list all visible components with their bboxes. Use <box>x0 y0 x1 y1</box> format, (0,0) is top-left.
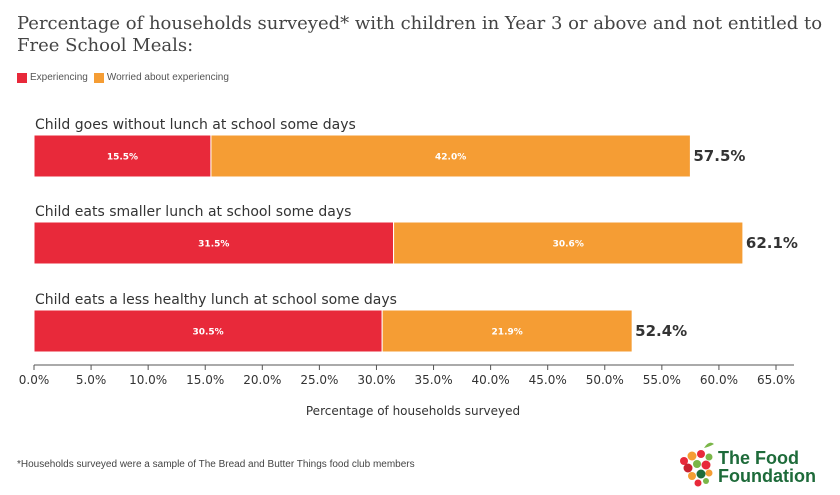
bar-worried <box>210 134 691 178</box>
x-tick-label: 5.0% <box>76 373 107 387</box>
x-tick-label: 20.0% <box>243 373 281 387</box>
x-tick-label: 15.0% <box>186 373 224 387</box>
x-tick-label: 0.0% <box>19 373 50 387</box>
x-tick-label: 25.0% <box>300 373 338 387</box>
bar-total-label: 57.5% <box>693 147 745 165</box>
bar-experiencing <box>33 309 383 353</box>
bar-worried <box>381 309 633 353</box>
food-foundation-logo-icon <box>680 442 714 487</box>
legend: Experiencing Worried about experiencing <box>17 72 235 83</box>
legend-item-worried: Worried about experiencing <box>93 72 229 83</box>
category-label: Child goes without lunch at school some … <box>35 117 356 133</box>
bar-value-label: 42.0% <box>435 153 466 163</box>
x-tick-label: 30.0% <box>357 373 395 387</box>
legend-label-worried: Worried about experiencing <box>106 72 229 83</box>
legend-swatch-experiencing <box>17 72 27 83</box>
chart-title: Percentage of households surveyed* with … <box>17 13 823 56</box>
x-tick-label: 55.0% <box>643 373 681 387</box>
logo-line-1: The Food <box>718 448 799 468</box>
bar-experiencing <box>33 221 395 265</box>
bar-total-label: 52.4% <box>635 322 687 340</box>
category-label: Child eats a less healthy lunch at schoo… <box>35 292 397 308</box>
bar-value-label: 21.9% <box>492 328 523 338</box>
bar-value-label: 31.5% <box>198 240 229 250</box>
bar-value-label: 30.6% <box>553 240 584 250</box>
x-tick-label: 50.0% <box>586 373 624 387</box>
x-tick-label: 45.0% <box>529 373 567 387</box>
x-tick-label: 10.0% <box>129 373 167 387</box>
logo-line-2: Foundation <box>718 466 816 486</box>
logo-text: The Food Foundation <box>718 449 816 485</box>
x-tick-label: 60.0% <box>700 373 738 387</box>
category-label: Child eats smaller lunch at school some … <box>35 204 351 220</box>
bar-worried <box>393 221 744 265</box>
bar-value-label: 30.5% <box>192 328 223 338</box>
x-axis-title: Percentage of households surveyed <box>306 404 520 418</box>
legend-swatch-worried <box>93 72 104 83</box>
x-tick-label: 35.0% <box>414 373 452 387</box>
x-tick-label: 65.0% <box>757 373 795 387</box>
bar-experiencing <box>33 134 212 178</box>
legend-item-experiencing: Experiencing <box>17 72 88 83</box>
x-tick-label: 40.0% <box>472 373 510 387</box>
bar-total-label: 62.1% <box>746 234 798 252</box>
footnote: *Households surveyed were a sample of Th… <box>17 459 415 470</box>
legend-label-experiencing: Experiencing <box>30 72 88 83</box>
bar-value-label: 15.5% <box>107 153 138 163</box>
